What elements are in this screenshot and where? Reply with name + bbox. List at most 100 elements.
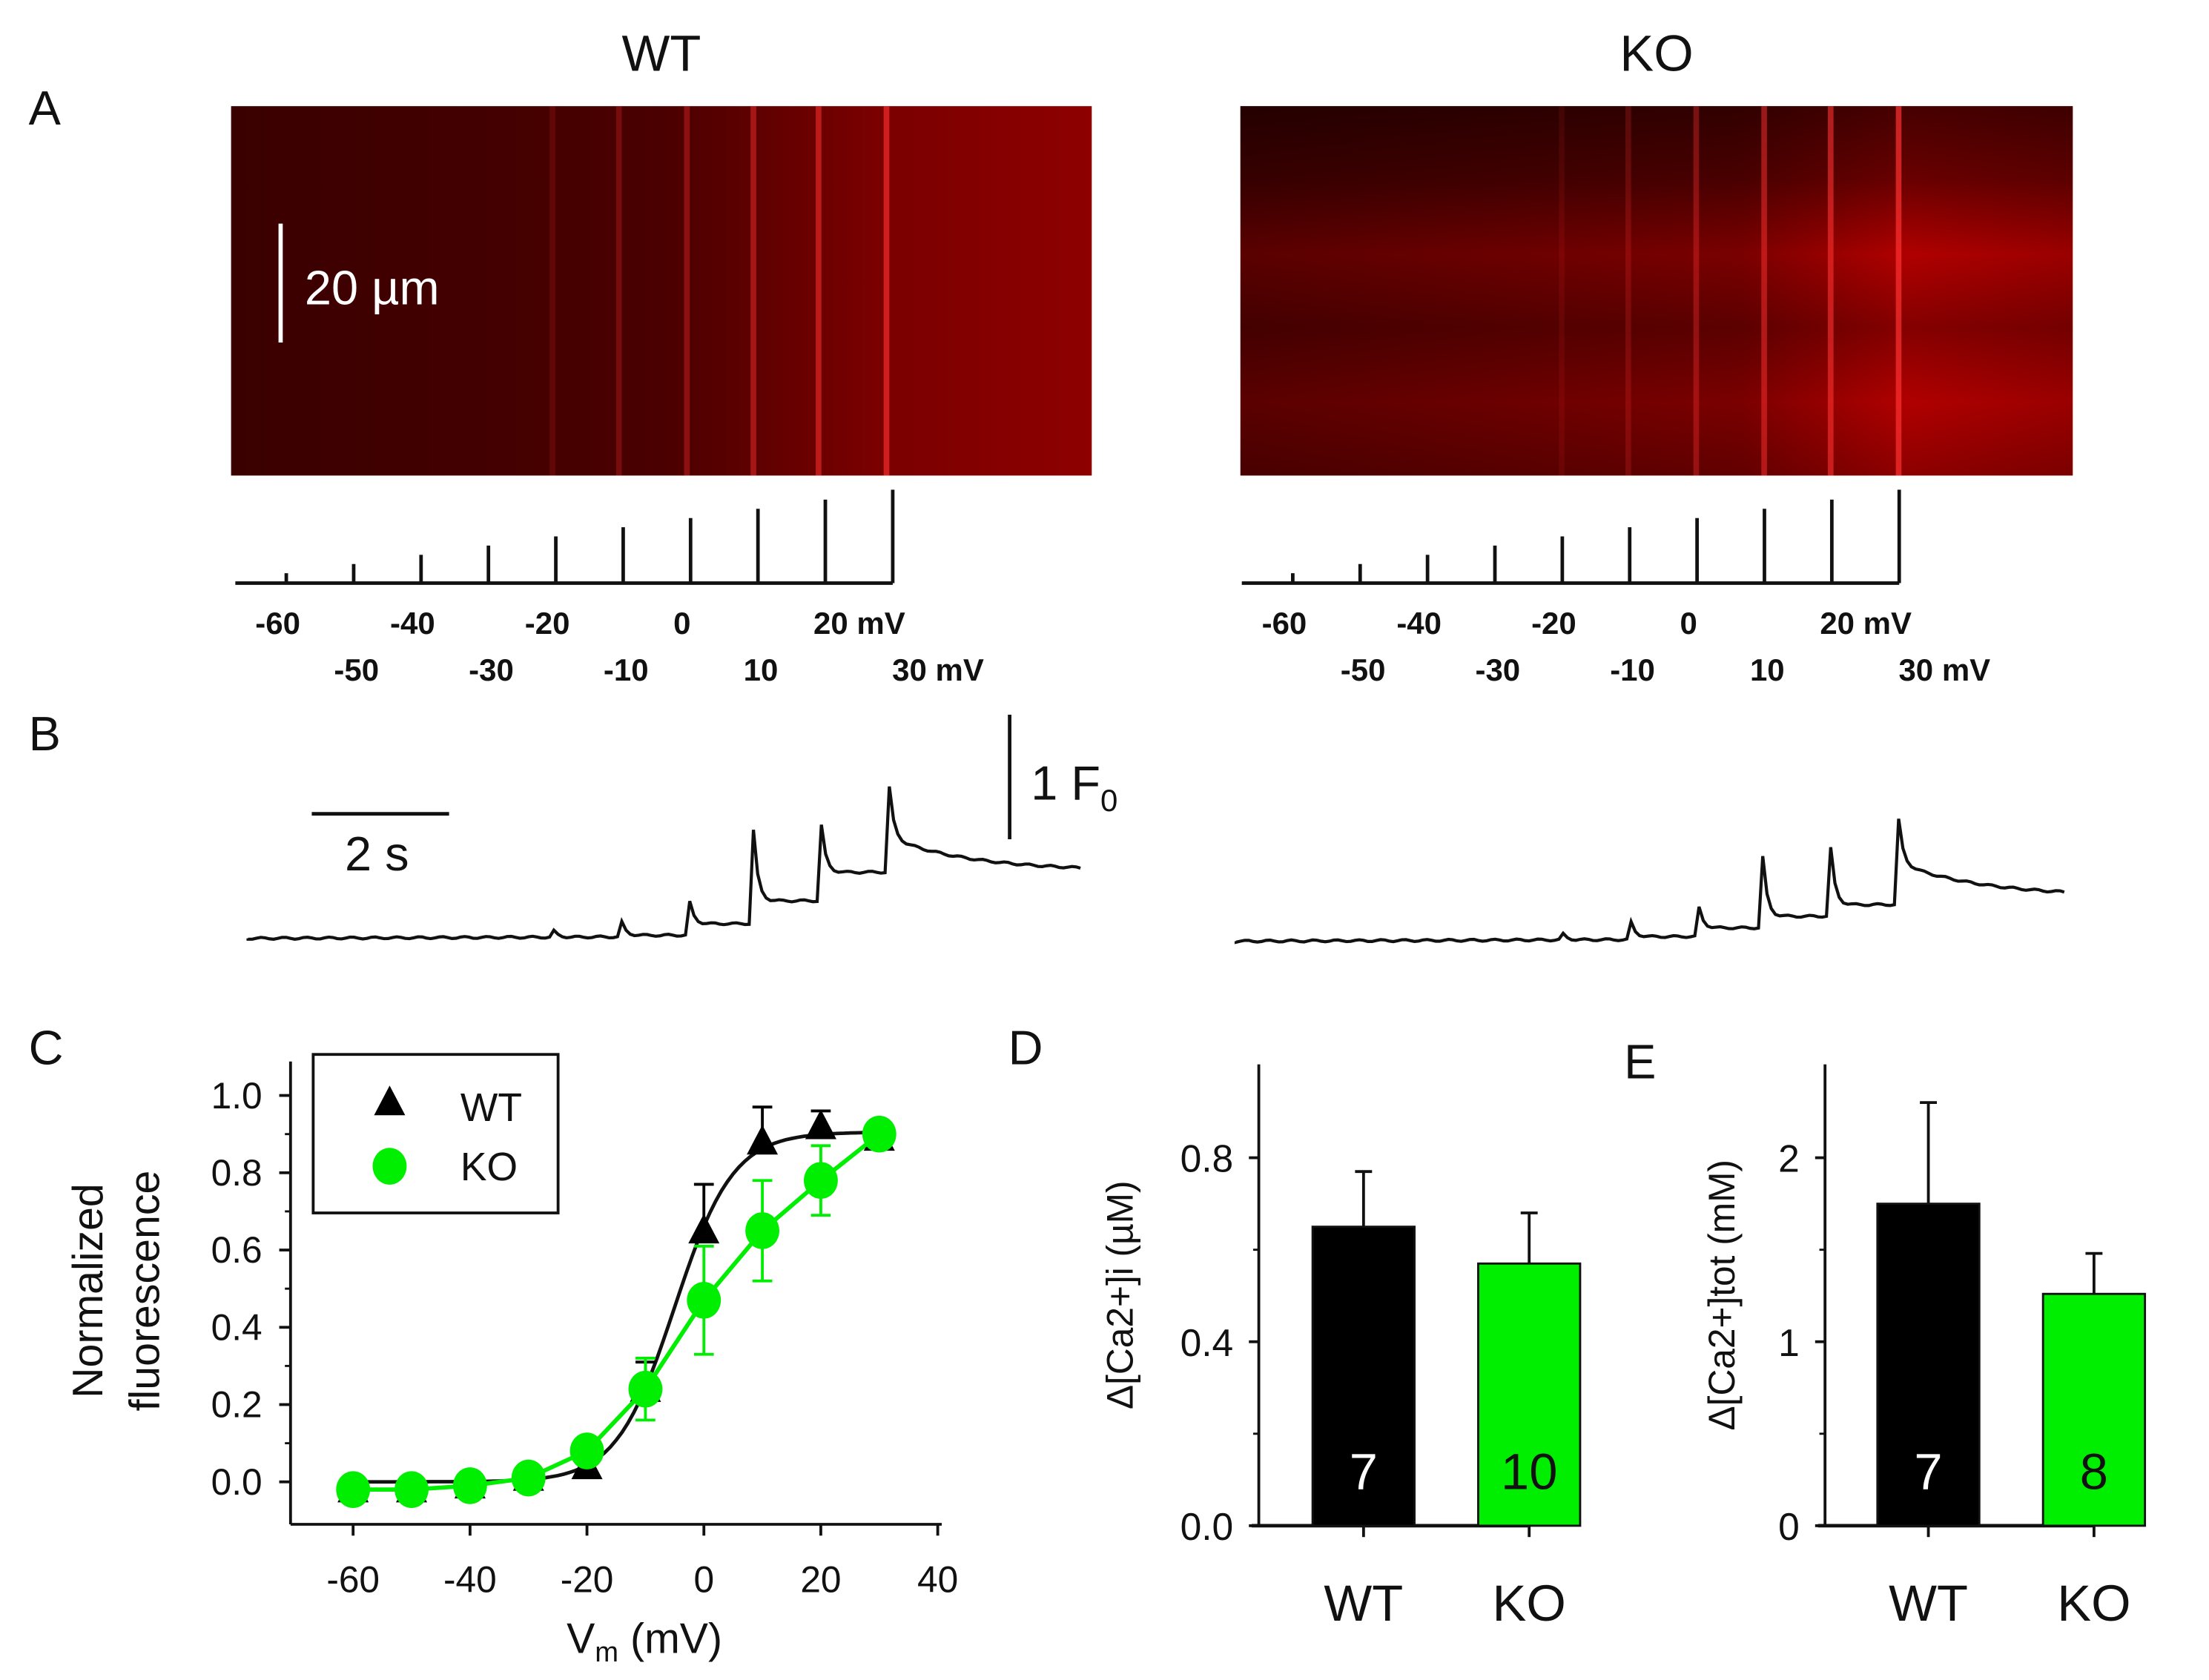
legend-wt-label: WT bbox=[460, 1086, 522, 1130]
n-label: 7 bbox=[1914, 1443, 1942, 1500]
y-axis-label: Δ[Ca2+]tot (mM) bbox=[1701, 1160, 1743, 1430]
protocol-label: -50 bbox=[1341, 652, 1386, 687]
ko-data-point bbox=[745, 1212, 779, 1249]
ko-voltage-protocol: -60 -40 -20 0 20 mV -50 -30 -10 10 30 mV bbox=[1241, 489, 1990, 687]
protocol-label: 0 bbox=[1680, 606, 1697, 641]
protocol-label: -20 bbox=[525, 606, 570, 641]
ko-data-point bbox=[804, 1162, 838, 1200]
protocol-label: -50 bbox=[334, 652, 379, 687]
x-label-main: V bbox=[567, 1615, 595, 1663]
panel-label-a: A bbox=[29, 81, 62, 135]
protocol-label: 20 mV bbox=[813, 606, 905, 641]
protocol-label: -20 bbox=[1531, 606, 1576, 641]
n-label: 7 bbox=[1350, 1443, 1378, 1500]
bar-wt bbox=[1876, 1203, 1981, 1527]
release-stripe bbox=[684, 106, 690, 476]
time-scale-label: 2 s bbox=[345, 827, 409, 881]
y-axis-label: Normalized bbox=[65, 1183, 112, 1398]
x-label-sub: m bbox=[595, 1636, 618, 1668]
ko-data-point bbox=[862, 1115, 897, 1153]
n-label: 10 bbox=[1501, 1443, 1557, 1500]
protocol-label: -40 bbox=[1396, 606, 1442, 641]
x-tick-label: -60 bbox=[326, 1559, 380, 1601]
panel-label-d: D bbox=[1008, 1021, 1043, 1075]
protocol-label: -30 bbox=[469, 652, 514, 687]
x-tick-label: 0 bbox=[693, 1559, 714, 1601]
x-tick-label: WT bbox=[1324, 1575, 1403, 1632]
wt-linescan-image bbox=[231, 106, 1092, 476]
wt-data-point bbox=[805, 1109, 836, 1140]
x-tick-label: -20 bbox=[561, 1559, 614, 1601]
wt-data-point bbox=[747, 1125, 779, 1155]
x-tick-label: 40 bbox=[917, 1559, 958, 1601]
y-tick-label: 0.4 bbox=[211, 1306, 262, 1348]
voltage-dependence-chart: 0.0 0.2 0.4 0.6 0.8 1.0 -60 -40 -20 0 20 40 Vm (mV) N… bbox=[65, 1053, 958, 1668]
x-tick-label: 20 bbox=[800, 1559, 841, 1601]
protocol-label: 10 bbox=[744, 652, 779, 687]
protocol-label: -40 bbox=[390, 606, 435, 641]
x-label-unit: (mV) bbox=[618, 1615, 722, 1663]
protocol-label: -60 bbox=[1262, 606, 1307, 641]
bar-wt bbox=[1311, 1226, 1416, 1527]
panel-label-e: E bbox=[1624, 1035, 1656, 1089]
y-tick-label: 0.0 bbox=[1181, 1505, 1234, 1548]
protocol-label: -10 bbox=[1610, 652, 1655, 687]
y-tick-label: 0 bbox=[1778, 1505, 1800, 1548]
y-tick-label: 0.8 bbox=[211, 1152, 262, 1194]
release-stripe bbox=[1828, 106, 1834, 476]
ko-title: KO bbox=[1619, 24, 1693, 82]
x-tick-label: KO bbox=[1493, 1575, 1566, 1632]
ko-data-point bbox=[336, 1471, 371, 1508]
protocol-label: 10 bbox=[1750, 652, 1785, 687]
y-tick-label: 2 bbox=[1778, 1137, 1800, 1180]
ko-data-point bbox=[569, 1432, 604, 1469]
ko-data-point bbox=[394, 1471, 429, 1508]
ko-linescan-image bbox=[1240, 106, 2073, 476]
wt-title: WT bbox=[622, 24, 701, 82]
release-stripe bbox=[1895, 106, 1902, 476]
x-axis-label: Vm (mV) bbox=[567, 1615, 722, 1668]
release-stripe bbox=[883, 106, 890, 476]
ko-data-point bbox=[628, 1370, 663, 1408]
ko-data-point bbox=[452, 1467, 487, 1504]
release-stripe bbox=[1693, 106, 1700, 476]
protocol-label: 30 mV bbox=[892, 652, 984, 687]
legend-box bbox=[311, 1053, 560, 1214]
release-stripe bbox=[816, 106, 822, 476]
x-tick-label: KO bbox=[2057, 1575, 2130, 1632]
ko-data-point bbox=[687, 1281, 722, 1319]
ko-data-point bbox=[511, 1459, 546, 1497]
bar-ko bbox=[2041, 1292, 2147, 1527]
panel-label-b: B bbox=[29, 707, 61, 761]
wt-fluorescence-trace bbox=[246, 786, 1081, 941]
y-tick-label: 0.6 bbox=[211, 1229, 262, 1271]
legend-ko-marker bbox=[372, 1148, 407, 1185]
protocol-label: -60 bbox=[255, 606, 300, 641]
y-tick-label: 1 bbox=[1778, 1321, 1800, 1364]
legend-wt-marker bbox=[374, 1085, 406, 1116]
delta-ca-tot-bar-chart: 0 1 2 7 WT 8 KO Δ[Ca2+]tot (mM) bbox=[1701, 1064, 2147, 1632]
release-stripe bbox=[750, 106, 756, 476]
y-tick-label: 1.0 bbox=[211, 1075, 262, 1117]
release-stripe bbox=[1559, 106, 1565, 476]
scale-bar-20um-label: 20 µm bbox=[305, 260, 440, 314]
delta-ca-i-bar-chart: 0.0 0.4 0.8 7 WT 10 KO Δ[Ca2+]i (µM) bbox=[1100, 1064, 1582, 1632]
panel-label-c: C bbox=[29, 1021, 64, 1075]
protocol-label: 30 mV bbox=[1898, 652, 1990, 687]
protocol-label: -10 bbox=[604, 652, 649, 687]
release-stripe bbox=[615, 106, 622, 476]
y-tick-label: 0.2 bbox=[211, 1384, 262, 1426]
x-tick-label: WT bbox=[1889, 1575, 1968, 1632]
y-tick-label: 0.8 bbox=[1181, 1137, 1234, 1180]
protocol-label: 20 mV bbox=[1820, 606, 1912, 641]
release-stripe bbox=[549, 106, 555, 476]
y-tick-label: 0.0 bbox=[211, 1461, 262, 1503]
ko-fluorescence-trace bbox=[1234, 818, 2065, 945]
wt-data-point bbox=[688, 1214, 720, 1244]
n-label: 8 bbox=[2080, 1443, 2108, 1500]
x-tick-label: -40 bbox=[443, 1559, 497, 1601]
y-axis-label: Δ[Ca2+]i (µM) bbox=[1100, 1180, 1141, 1409]
protocol-label: -30 bbox=[1475, 652, 1520, 687]
wt-boltzmann-fit bbox=[353, 1131, 879, 1484]
